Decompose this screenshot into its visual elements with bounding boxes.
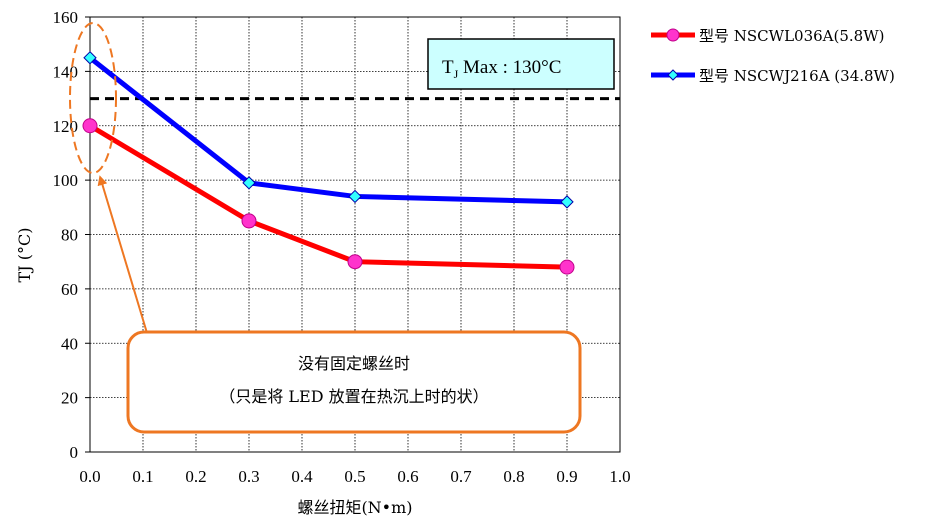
x-axis-title: 螺丝扭矩(N•m) [297, 498, 412, 517]
tj-max-label: TJ Max : 130°C [427, 38, 615, 90]
legend-label: 型号 NSCWJ216A (34.8W) [699, 67, 895, 85]
annotation-line-1: 没有固定螺丝时 [298, 354, 410, 373]
annotation-arrow [97, 175, 148, 334]
annotation-box: 没有固定螺丝时 （只是将 LED 放置在热沉上时的状） [126, 330, 582, 434]
tj-max-box [427, 38, 615, 90]
legend-marker [666, 28, 680, 42]
tj-max-main: T [442, 57, 454, 78]
x-tick-label: 1.0 [609, 467, 630, 486]
legend-marker [667, 69, 679, 81]
y-tick-label: 140 [53, 62, 79, 81]
x-tick-label: 0.7 [450, 467, 472, 486]
x-tick-label: 0.2 [185, 467, 206, 486]
y-axis-title: TJ (°C) [15, 228, 34, 283]
x-tick-label: 0.0 [79, 467, 100, 486]
y-tick-label: 100 [53, 171, 79, 190]
data-point [241, 213, 257, 229]
x-tick-label: 0.9 [556, 467, 577, 486]
annotation-frame [126, 330, 582, 434]
annotation-line-2: （只是将 LED 放置在热沉上时的状） [219, 387, 488, 406]
y-tick-label: 40 [61, 334, 78, 353]
x-tick-label: 0.3 [238, 467, 259, 486]
data-point [348, 189, 362, 204]
y-tick-label: 120 [53, 117, 79, 136]
x-tick-label: 0.5 [344, 467, 365, 486]
x-tick-label: 0.6 [397, 467, 418, 486]
y-tick-label: 160 [53, 8, 79, 27]
tick-labels: 0.0 0.1 0.2 0.3 0.4 0.5 0.6 0.7 0.8 0.9 1.0 0 20 40 60… [53, 8, 631, 486]
x-tick-label: 0.4 [291, 467, 313, 486]
data-point [560, 195, 574, 209]
tj-max-sub: J [454, 67, 459, 81]
highlight-ellipse [69, 22, 117, 174]
x-tick-label: 0.1 [132, 467, 153, 486]
legend-label: 型号 NSCWL036A(5.8W) [699, 27, 884, 45]
x-tick-label: 0.8 [503, 467, 524, 486]
data-point [242, 176, 256, 190]
series-line-1 [88, 123, 568, 270]
data-point [559, 259, 575, 275]
data-point [347, 254, 363, 270]
tj-max-rest: Max : 130°C [458, 57, 561, 78]
legend: 型号 NSCWL036A(5.8W) 型号 NSCWJ216A (34.8W) [651, 27, 895, 85]
data-point [82, 118, 98, 134]
y-tick-label: 80 [61, 226, 78, 245]
y-tick-label: 60 [61, 280, 78, 299]
y-tick-label: 0 [70, 443, 79, 462]
y-tick-label: 20 [61, 389, 78, 408]
series-group [82, 51, 575, 275]
series-line-2 [88, 55, 568, 205]
data-point [83, 51, 97, 65]
svg-text:TJ Max : 130°C: TJ Max : 130°C [442, 57, 561, 81]
